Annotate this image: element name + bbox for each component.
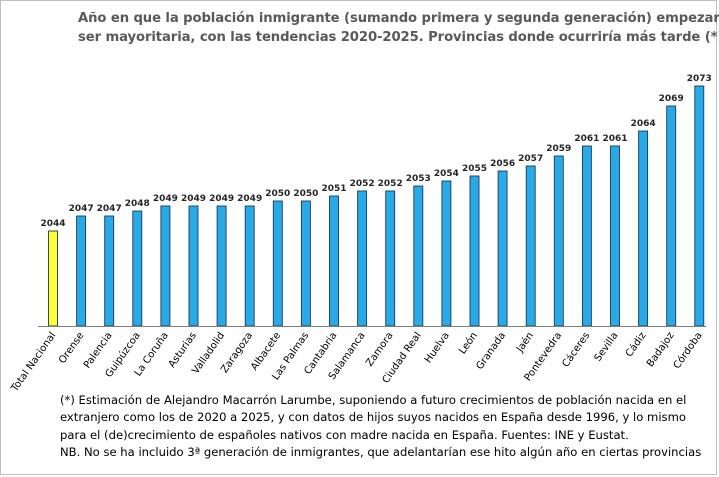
category-label-15: León — [456, 330, 480, 357]
category-label-1: Orense — [57, 330, 86, 365]
category-label-17: Jaén — [513, 330, 536, 355]
bar-10 — [329, 195, 339, 327]
bar-13 — [413, 185, 424, 327]
category-label-14: Huelva — [423, 330, 452, 365]
data-label-13: 2053 — [406, 174, 431, 184]
bar-18 — [553, 155, 564, 327]
bar-17 — [525, 165, 536, 327]
bar-0 — [48, 230, 58, 327]
bar-8 — [272, 200, 283, 327]
data-label-5: 2049 — [181, 194, 206, 204]
bar-21 — [638, 130, 649, 327]
bar-11 — [357, 190, 368, 327]
data-label-6: 2049 — [209, 194, 234, 204]
data-label-7: 2049 — [237, 194, 262, 204]
bar-1 — [76, 215, 87, 327]
category-label-20: Sevilla — [593, 330, 621, 363]
category-label-21: Cádiz — [623, 330, 649, 359]
category-label-19: Cáceres — [560, 330, 593, 370]
chart-title: Año en que la población inmigrante (suma… — [78, 9, 719, 47]
data-label-22: 2069 — [659, 94, 684, 104]
footnote: (*) Estimación de Alejandro Macarrón Lar… — [60, 392, 710, 461]
data-label-17: 2057 — [518, 154, 543, 164]
chart-title-line-1: Año en que la población inmigrante (suma… — [78, 11, 719, 26]
data-label-18: 2059 — [546, 144, 571, 154]
bar-22 — [666, 105, 677, 327]
data-label-9: 2050 — [293, 189, 318, 199]
data-label-1: 2047 — [69, 204, 94, 214]
footnote-line-3: para el (de)crecimiento de españoles nat… — [60, 427, 629, 442]
bar-12 — [385, 190, 396, 327]
data-label-8: 2050 — [265, 189, 290, 199]
bar-3 — [132, 210, 143, 327]
chart-title-line-2: ser mayoritaria, con las tendencias 2020… — [78, 30, 719, 45]
footnote-line-2: extranjero como los de 2020 a 2025, y co… — [60, 410, 686, 425]
bar-15 — [469, 175, 480, 327]
footnote-line-1: (*) Estimación de Alejandro Macarrón Lar… — [60, 393, 687, 407]
bar-14 — [441, 180, 452, 327]
data-label-12: 2052 — [378, 179, 403, 189]
data-label-3: 2048 — [125, 199, 150, 209]
data-label-10: 2051 — [321, 184, 346, 194]
data-label-14: 2054 — [434, 169, 459, 179]
bar-20 — [610, 145, 620, 327]
category-label-23: Córdoba — [671, 330, 705, 371]
bar-9 — [300, 200, 311, 327]
bar-2 — [104, 215, 115, 327]
bar-19 — [581, 145, 592, 327]
data-label-2: 2047 — [97, 204, 122, 214]
footnote-line-4: NB. No se ha incluido 3ª generación de i… — [60, 444, 702, 459]
data-label-19: 2061 — [574, 134, 599, 144]
data-label-4: 2049 — [153, 194, 178, 204]
bar-6 — [216, 205, 227, 327]
data-label-23: 2073 — [687, 74, 712, 84]
bar-4 — [160, 205, 171, 327]
data-label-11: 2052 — [350, 179, 375, 189]
bar-23 — [694, 85, 705, 327]
category-label-0: Total Nacional — [9, 330, 59, 394]
bar-7 — [244, 205, 255, 327]
data-label-16: 2056 — [490, 159, 515, 169]
data-label-15: 2055 — [462, 164, 487, 174]
bar-16 — [497, 170, 508, 327]
data-label-20: 2061 — [602, 134, 627, 144]
data-label-0: 2044 — [40, 219, 65, 229]
data-label-21: 2064 — [631, 119, 656, 129]
bar-5 — [188, 205, 199, 327]
